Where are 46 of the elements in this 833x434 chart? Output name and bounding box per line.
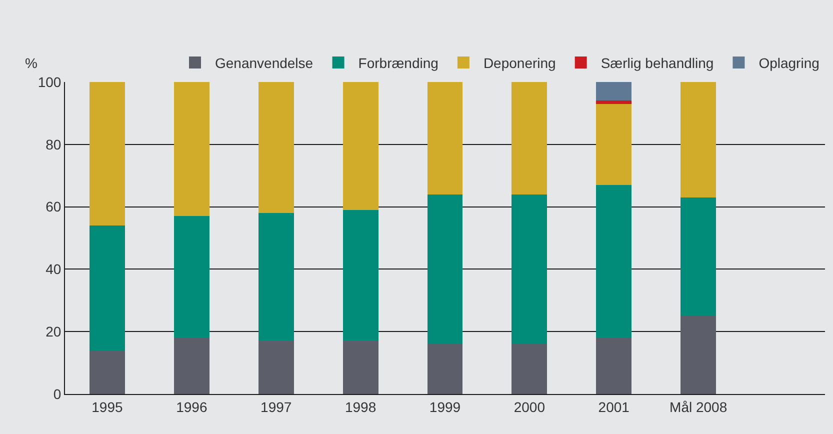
bar xyxy=(596,82,632,101)
bar xyxy=(174,82,210,216)
bar xyxy=(680,197,716,316)
x-tick-label: 1999 xyxy=(429,398,461,415)
bar xyxy=(512,82,548,194)
legend-label: Særlig behandling xyxy=(600,54,714,71)
y-axis-title: % xyxy=(25,55,38,71)
x-tick-label: 1995 xyxy=(92,398,123,415)
bar xyxy=(427,344,463,394)
y-tick-label: 60 xyxy=(46,198,62,215)
y-tick-label: 20 xyxy=(46,324,62,340)
bar xyxy=(342,340,378,394)
legend-label: Forbrænding xyxy=(358,54,438,71)
y-tick-label: 80 xyxy=(46,136,62,152)
bar xyxy=(89,350,125,394)
bar xyxy=(596,338,632,394)
bar xyxy=(512,344,548,394)
legend-label: Deponering xyxy=(483,54,556,71)
bar xyxy=(596,184,632,338)
x-tick-label: 2000 xyxy=(514,398,546,415)
bar xyxy=(596,100,632,104)
x-tick-label: 1996 xyxy=(176,398,208,415)
x-tick-label: 2001 xyxy=(598,398,630,415)
bar xyxy=(258,213,294,341)
bar xyxy=(258,340,294,394)
y-tick-label: 100 xyxy=(38,74,62,90)
bar xyxy=(596,104,632,185)
legend-label: Oplagring xyxy=(758,54,820,71)
legend-label: Genanvendelse xyxy=(215,54,314,71)
bar xyxy=(89,226,125,350)
bar xyxy=(680,82,716,198)
bar xyxy=(680,316,716,394)
bar xyxy=(427,194,463,344)
bar xyxy=(89,82,125,226)
bar xyxy=(342,210,378,341)
y-tick-label: 0 xyxy=(53,386,62,402)
bar xyxy=(427,82,463,194)
x-tick-label: 1998 xyxy=(344,398,376,415)
y-tick-label: 40 xyxy=(46,261,62,278)
bar xyxy=(174,338,210,394)
bar xyxy=(174,216,210,338)
bar xyxy=(258,82,294,214)
x-tick-label: 1997 xyxy=(260,398,292,415)
x-tick-label: Mål 2008 xyxy=(670,398,728,415)
bar xyxy=(512,194,548,344)
bar xyxy=(342,82,378,210)
